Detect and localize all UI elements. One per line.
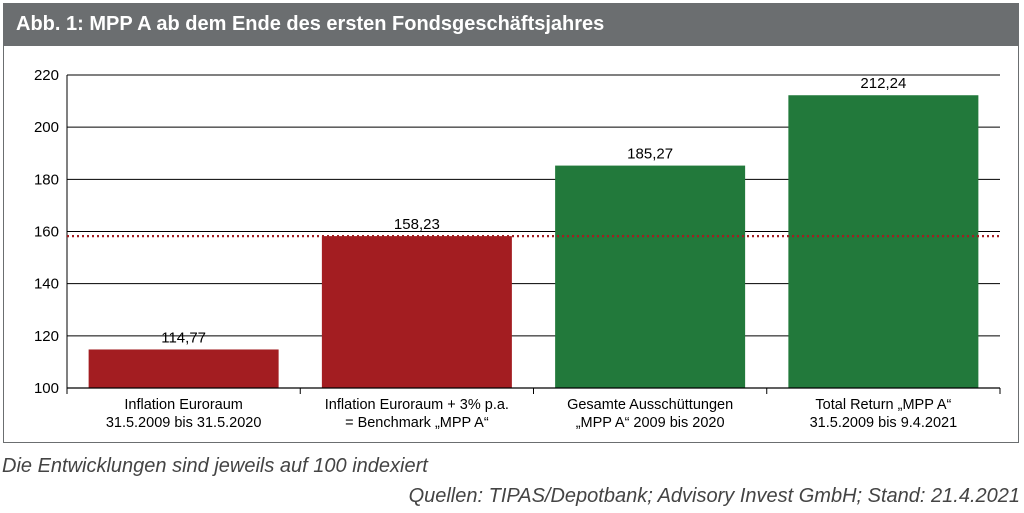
y-tick-label: 160 bbox=[34, 224, 59, 241]
y-tick-label: 200 bbox=[34, 119, 59, 136]
y-tick-label: 140 bbox=[34, 276, 59, 293]
x-category-label: Gesamte Ausschüttungen bbox=[567, 397, 733, 413]
y-tick-label: 120 bbox=[34, 328, 59, 345]
bar-value-label: 212,24 bbox=[860, 75, 906, 92]
chart-title: Abb. 1: MPP A ab dem Ende des ersten Fon… bbox=[16, 13, 605, 35]
y-tick-label: 180 bbox=[34, 171, 59, 188]
bar bbox=[555, 165, 746, 388]
bar bbox=[88, 349, 279, 388]
y-tick-label: 100 bbox=[34, 380, 59, 397]
x-category-label: 31.5.2009 bis 9.4.2021 bbox=[810, 415, 958, 431]
bar-chart: 100 120 140 160 180 200 220 114,77 Inflation Eur… bbox=[34, 67, 1001, 431]
chart-header: Abb. 1: MPP A ab dem Ende des ersten Fon… bbox=[4, 4, 1018, 46]
index-note: Die Entwicklungen sind jeweils auf 100 i… bbox=[2, 455, 428, 477]
x-category-label: „MPP A“ 2009 bis 2020 bbox=[576, 415, 725, 431]
bar-value-label: 185,27 bbox=[627, 146, 673, 163]
x-category-label: Inflation Euroraum bbox=[124, 397, 242, 413]
bar bbox=[321, 236, 512, 388]
x-category-label: 31.5.2009 bis 31.5.2020 bbox=[106, 415, 262, 431]
y-tick-label: 220 bbox=[34, 67, 59, 84]
source-note: Quellen: TIPAS/Depotbank; Advisory Inves… bbox=[408, 485, 1020, 507]
x-category-label: = Benchmark „MPP A“ bbox=[345, 415, 489, 431]
bar bbox=[788, 95, 979, 389]
x-category-label: Inflation Euroraum + 3% p.a. bbox=[325, 397, 509, 413]
bar-value-label: 158,23 bbox=[394, 216, 440, 233]
x-category-label: Total Return „MPP A“ bbox=[815, 397, 951, 413]
bar-value-label: 114,77 bbox=[161, 329, 206, 346]
chart-frame: Abb. 1: MPP A ab dem Ende des ersten Fon… bbox=[3, 3, 1019, 443]
